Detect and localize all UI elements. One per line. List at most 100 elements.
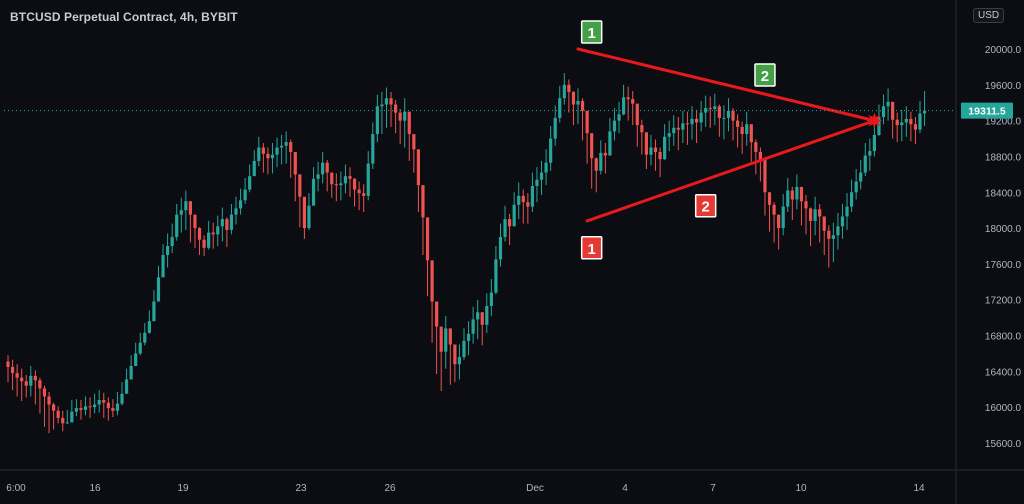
candle-body [799,186,804,202]
y-tick-label: 18000.0 [985,224,1022,235]
candle-body [690,118,694,125]
candle-body [394,104,398,113]
candle-body [868,151,872,156]
candle-body [722,117,726,119]
candle-body [549,138,553,163]
candle-body [553,117,557,139]
touch-label-text: 1 [588,25,596,42]
candle-body [872,134,876,152]
candle-body [24,381,28,386]
y-tick-label: 19200.0 [985,117,1022,128]
green-touch-label-2: 2 [754,63,776,87]
candle-body [202,239,206,248]
candle-body [612,120,617,132]
red-touch-label-2: 2 [694,193,717,218]
candle-body [70,411,74,423]
candle-body [143,332,147,343]
candle-body [913,124,918,130]
red-touch-label-1: 1 [580,236,603,260]
candle-body [166,246,170,255]
last-price-tag [961,102,1013,119]
candle-body [526,202,530,207]
candle-body [156,277,161,302]
candle-body [65,422,69,424]
candle-body [804,201,808,209]
candle-body [74,408,78,412]
candle-body [485,305,489,325]
candle-body [790,190,794,200]
candle-body [754,142,758,152]
candle-body [827,230,831,239]
candle-body [594,158,598,171]
candle-body [257,147,261,161]
candle-body [881,106,886,118]
candle-body [211,232,215,235]
candle-body [904,118,908,123]
candle-body [480,312,484,325]
y-tick-label: 16000.0 [985,403,1022,414]
candle-body [508,219,512,227]
upper-trendline[interactable] [576,47,876,123]
candle-body [42,388,47,397]
candle-body [280,145,284,148]
candle-body [676,127,680,130]
candle-body [398,112,402,121]
candle-body [366,163,370,196]
candle-body [348,176,352,179]
candle-body [918,113,922,130]
currency-button[interactable]: USD [973,8,1005,23]
candle-body [425,217,430,261]
candle-body [79,408,83,410]
candle-body [444,328,448,352]
candle-body [836,226,840,236]
candle-body [234,208,238,215]
candle-body [252,160,256,177]
candle-body [909,118,913,125]
candle-body [83,406,88,410]
candle-body [175,214,179,238]
candle-body [56,410,60,418]
candle-body [663,136,667,160]
candle-body [293,151,297,175]
y-tick-label: 18400.0 [985,188,1022,199]
candle-body [448,328,452,345]
y-tick-label: 17200.0 [985,296,1022,307]
y-tick-label: 15600.0 [985,439,1022,450]
candle-body [535,179,539,187]
candle-body [439,326,443,352]
y-tick-label: 19600.0 [985,81,1022,92]
lower-trendline[interactable] [585,119,876,223]
candle-body [20,377,24,382]
candle-body [517,195,521,205]
candle-body [248,176,252,190]
candle-body [421,185,425,218]
candle-body [193,214,197,229]
x-tick-label: 26 [384,483,396,494]
candle-body [161,254,165,278]
candle-body [380,104,384,107]
candle-body [704,108,708,113]
candle-body [635,103,639,126]
x-tick-label: 4 [622,483,628,494]
candle-body [207,232,211,248]
candle-body [453,344,457,365]
candle-body [822,216,826,231]
candle-body [786,190,790,207]
candle-body [795,186,799,200]
candle-body [188,201,192,215]
candle-body [15,373,19,378]
candle-body [152,301,156,322]
candle-body [644,132,648,155]
candle-body [52,404,56,411]
candle-body [626,97,630,100]
candle-body [289,142,293,152]
x-tick-label: 10 [795,483,807,494]
candle-body [61,417,65,424]
candle-body [330,172,334,185]
candle-body [416,149,420,186]
candle-body [731,110,735,121]
candle-body [407,111,411,135]
candle-body [316,174,320,179]
